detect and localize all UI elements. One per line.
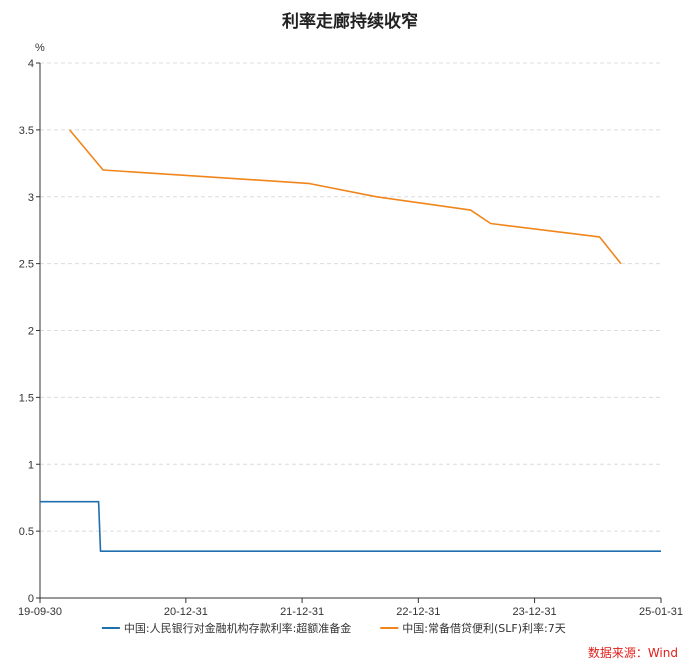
y-tick-label-1: 0.5: [19, 526, 34, 538]
y-tick-label-5: 2.5: [19, 259, 34, 271]
grid-lines: [40, 62, 661, 532]
y-tick-label-0: 0: [28, 593, 34, 605]
y-axis: 0 0.5 1 1.5 2 2.5 3 3.5 4: [19, 58, 41, 605]
x-tick-label-4: 23-12-31: [513, 606, 557, 618]
y-tick-label-6: 3: [28, 192, 34, 204]
x-tick-label-2: 21-12-31: [280, 606, 324, 618]
series-line-1: [68, 129, 622, 265]
chart-title: 利率走廊持续收窄: [282, 11, 418, 32]
legend: 中国:人民银行对金融机构存款利率:超额准备金 中国:常备借贷便利(SLF)利率:7…: [101, 621, 566, 635]
y-tick-label-8: 4: [28, 58, 34, 70]
data-source-note: 数据来源：Wind: [588, 645, 678, 660]
y-tick-label-4: 2: [28, 326, 34, 338]
x-axis: 19-09-30 20-12-31 21-12-31 22-12-31 23-12-31…: [18, 597, 683, 618]
x-tick-label-0: 19-09-30: [18, 606, 62, 618]
series-line-0: [40, 500, 661, 553]
plot-area: [40, 129, 661, 553]
y-tick-label-3: 1.5: [19, 392, 34, 404]
x-tick-label-5: 25-01-31: [639, 606, 683, 618]
y-tick-label-2: 1: [28, 459, 34, 471]
legend-label-1: 中国:常备借贷便利(SLF)利率:7天: [402, 621, 565, 635]
y-axis-unit: %: [35, 42, 45, 54]
legend-label-0: 中国:人民银行对金融机构存款利率:超额准备金: [124, 621, 351, 635]
y-tick-label-7: 3.5: [19, 125, 34, 137]
x-tick-label-3: 22-12-31: [396, 606, 440, 618]
x-tick-label-1: 20-12-31: [164, 606, 208, 618]
